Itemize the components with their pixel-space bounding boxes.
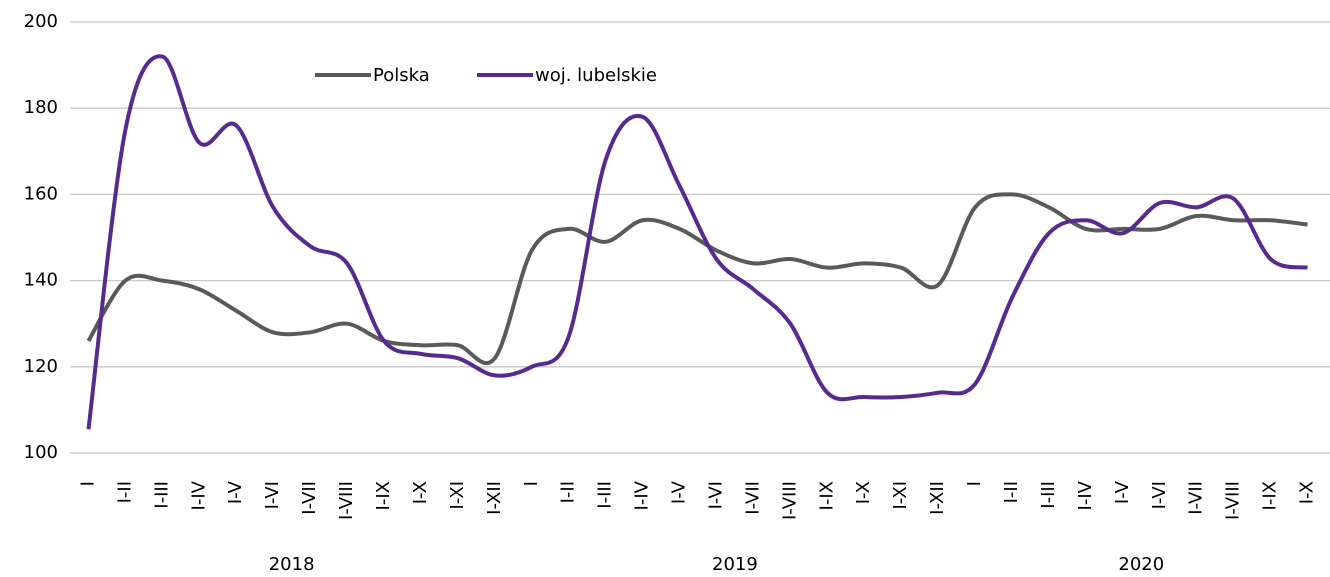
y-tick-label: 160 <box>24 183 58 204</box>
x-tick-label: I-VII <box>299 481 320 515</box>
x-tick-label: I-V <box>669 480 690 504</box>
x-tick-label: I-VII <box>1186 481 1207 515</box>
y-tick-label: 120 <box>24 356 58 377</box>
x-tick-label: I-IX <box>373 481 394 510</box>
x-tick-label: I-XII <box>927 481 948 515</box>
y-tick-label: 200 <box>24 11 58 32</box>
group-label: 2020 <box>1118 554 1164 575</box>
y-tick-label: 180 <box>24 97 58 118</box>
x-tick-label: I-VII <box>742 481 763 515</box>
x-tick-label: I-VI <box>705 481 726 509</box>
x-tick-label: I-XII <box>484 481 505 515</box>
group-label: 2018 <box>269 554 315 575</box>
x-tick-label: I-VI <box>262 481 283 509</box>
x-tick-label: I-VI <box>1149 481 1170 509</box>
x-tick-label: I-VIII <box>1223 481 1244 520</box>
x-tick-label: I-VIII <box>336 481 357 520</box>
x-tick-label: I-II <box>1001 481 1022 503</box>
legend-label: woj. lubelskie <box>535 65 657 86</box>
y-tick-label: 100 <box>24 442 58 463</box>
series-line <box>86 54 1308 430</box>
x-tick-label: I-III <box>1038 481 1059 509</box>
x-tick-label: I <box>77 481 98 486</box>
x-tick-label: I-X <box>410 481 431 504</box>
group-label: 2019 <box>712 554 758 575</box>
y-tick-label: 140 <box>24 270 58 291</box>
x-tick-label: I-XI <box>890 481 911 510</box>
x-tick-label: I <box>964 481 985 486</box>
x-tick-label: I-II <box>114 481 135 503</box>
legend-label: Polska <box>373 65 430 86</box>
x-tick-label: I-X <box>1297 481 1318 504</box>
x-tick-label: I-X <box>853 481 874 504</box>
x-tick-label: I-III <box>151 481 172 509</box>
x-tick-label: I-IV <box>1075 480 1096 510</box>
series-line <box>86 192 1308 366</box>
x-tick-label: I-II <box>558 481 579 503</box>
x-tick-label: I-VIII <box>779 481 800 520</box>
x-tick-label: I-V <box>225 480 246 504</box>
x-tick-label: I-IX <box>1260 481 1281 510</box>
x-tick-label: I <box>521 481 542 486</box>
x-tick-label: I-IV <box>632 480 653 510</box>
x-tick-label: I-IX <box>816 481 837 510</box>
x-tick-label: I-III <box>595 481 616 509</box>
x-tick-label: I-XI <box>447 481 468 510</box>
x-tick-label: I-V <box>1112 480 1133 504</box>
x-tick-label: I-IV <box>188 480 209 510</box>
